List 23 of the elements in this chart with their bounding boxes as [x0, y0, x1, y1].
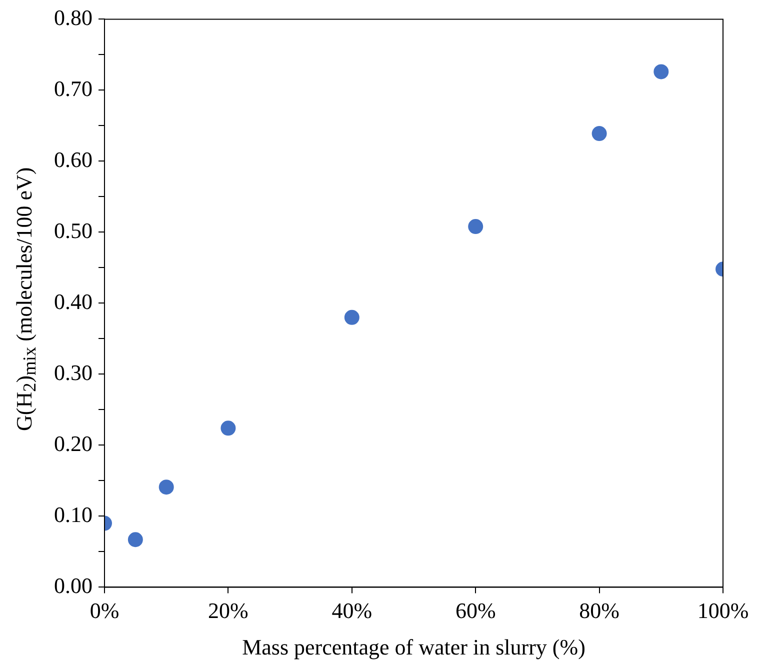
y-tick-label: 0.10 — [54, 502, 92, 527]
point — [344, 310, 360, 325]
x-axis-title: Mass percentage of water in slurry (%) — [242, 634, 586, 660]
y-tick-label: 0.80 — [54, 4, 92, 30]
point — [654, 64, 669, 80]
y-tick-label: 0.00 — [54, 572, 92, 598]
x-tick-label: 40% — [332, 598, 372, 624]
y-tick-label: 0.40 — [54, 288, 92, 314]
x-tick-label: 0% — [90, 598, 120, 624]
y-tick-label: 0.50 — [54, 218, 92, 243]
point — [220, 420, 236, 436]
x-tick-label: 20% — [208, 598, 248, 624]
y-tick-label: 0.30 — [54, 360, 92, 385]
x-tick-label: 60% — [455, 598, 496, 624]
y-tick-label: 0.60 — [54, 146, 92, 172]
x-tick-label: 100% — [697, 598, 749, 624]
point — [158, 480, 174, 495]
point — [128, 532, 143, 548]
x-tick-label: 80% — [579, 598, 620, 624]
point — [592, 126, 607, 142]
y-tick-label: 0.20 — [54, 430, 92, 456]
y-tick-label: 0.70 — [54, 76, 92, 101]
point — [468, 219, 484, 234]
